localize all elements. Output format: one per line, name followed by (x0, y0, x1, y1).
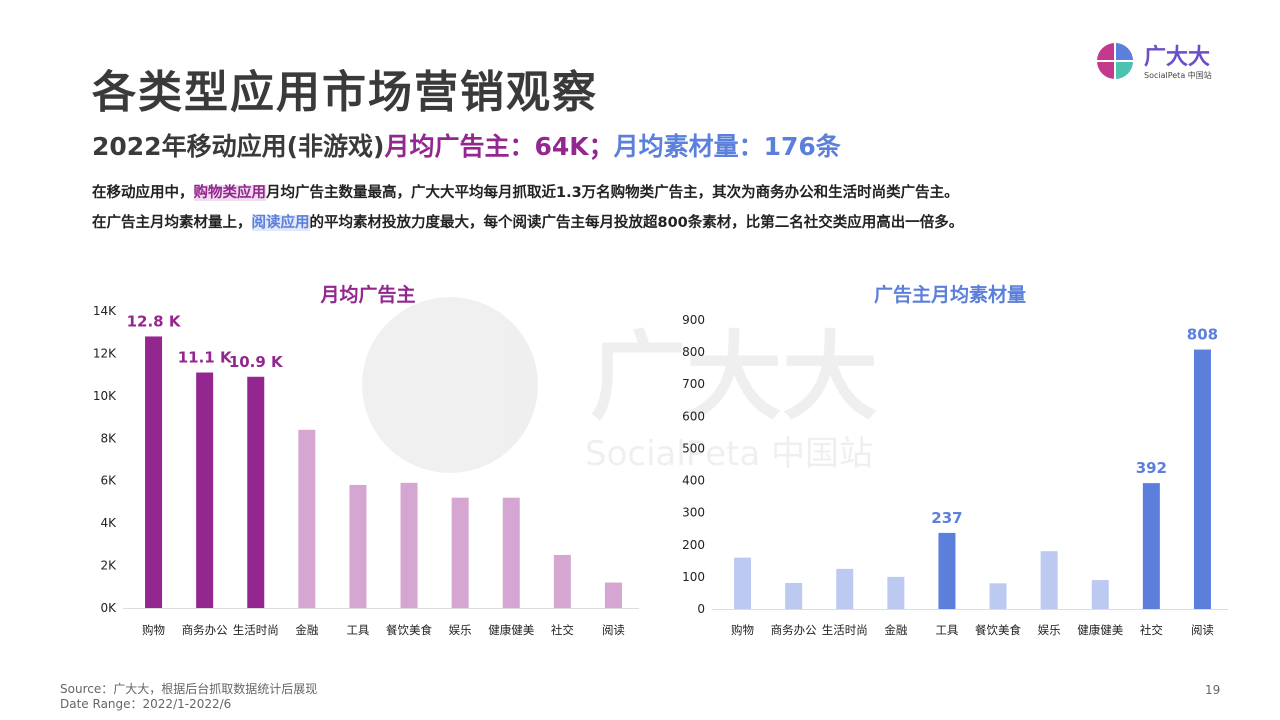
x-tick-label: 工具 (935, 623, 958, 637)
x-tick-label: 工具 (346, 623, 369, 637)
y-tick-label: 500 (682, 441, 705, 455)
logo-name: 广大大 (1144, 44, 1210, 70)
chart-title: 月均广告主 (319, 283, 415, 306)
bar (553, 554, 571, 608)
slide-title: 各类型应用市场营销观察 (92, 67, 598, 118)
y-tick-label: 2K (100, 559, 117, 573)
watermark-name: 广大大 (590, 321, 878, 433)
bar (196, 372, 214, 608)
subtitle-part: 月均广告主：64K； (384, 132, 614, 161)
highlight: 购物类应用 (193, 185, 266, 201)
y-tick-label: 300 (682, 506, 705, 520)
bar (502, 497, 520, 608)
x-tick-label: 餐饮美食 (386, 623, 432, 637)
y-tick-label: 6K (100, 474, 117, 488)
y-tick-label: 900 (682, 313, 705, 327)
x-tick-label: 金融 (295, 623, 318, 637)
y-tick-label: 8K (100, 431, 117, 445)
y-tick-label: 12K (93, 346, 117, 360)
y-tick-label: 600 (682, 409, 705, 423)
bar (145, 336, 163, 608)
subtitle: 2022年移动应用(非游戏)月均广告主：64K；月均素材量：176条 (92, 127, 841, 163)
text: 的平均素材投放力度最大，每个阅读广告主每月投放超800条素材，比第二名社交类应用… (309, 215, 964, 231)
y-tick-label: 200 (682, 538, 705, 552)
bar (1040, 551, 1058, 609)
x-tick-label: 娱乐 (1038, 623, 1061, 637)
highlight: 阅读应用 (251, 215, 310, 231)
logo: 广大大 SocialPeta 中国站 (1097, 43, 1212, 80)
logo-icon (1115, 61, 1133, 79)
bar (400, 482, 418, 608)
y-tick-label: 100 (682, 570, 705, 584)
x-tick-label: 社交 (551, 623, 574, 637)
x-tick-label: 商务办公 (182, 623, 228, 637)
y-tick-label: 700 (682, 377, 705, 391)
y-tick-label: 0 (697, 602, 705, 616)
x-tick-label: 生活时尚 (233, 623, 279, 637)
paragraph: 在移动应用中，购物类应用月均广告主数量最高，广大大平均每月抓取近1.3万名购物类… (92, 181, 959, 202)
text: 月均广告主数量最高，广大大平均每月抓取近1.3万名购物类广告主，其次为商务办公和… (266, 185, 959, 201)
watermark: 广大大 SocialPeta 中国站 (362, 297, 878, 474)
x-tick-label: 金融 (884, 623, 907, 637)
x-tick-label: 购物 (142, 623, 165, 637)
y-tick-label: 800 (682, 345, 705, 359)
x-tick-label: 生活时尚 (822, 623, 868, 637)
paragraph: 在广告主月均素材量上，阅读应用的平均素材投放力度最大，每个阅读广告主每月投放超8… (92, 211, 963, 232)
source: Source：广大大，根据后台抓取数据统计后展现 (60, 682, 318, 696)
text: 在移动应用中， (92, 185, 194, 201)
x-tick-label: 餐饮美食 (975, 623, 1021, 637)
data-label: 10.9 K (229, 353, 284, 371)
page-number: 19 (1205, 683, 1221, 697)
data-label: 12.8 K (127, 312, 182, 330)
logo-icon (1115, 43, 1133, 61)
x-tick-label: 健康健美 (488, 623, 534, 637)
bar (734, 557, 752, 609)
x-tick-label: 商务办公 (771, 623, 817, 637)
data-label: 392 (1136, 459, 1167, 477)
bar (247, 376, 265, 608)
bar (785, 582, 803, 609)
bar (989, 583, 1007, 609)
bar (836, 568, 854, 609)
x-tick-label: 阅读 (602, 623, 625, 637)
chart-title: 广告主月均素材量 (874, 283, 1026, 306)
data-label: 808 (1187, 326, 1218, 344)
text: 在广告主月均素材量上， (92, 215, 252, 231)
footer: Source：广大大，根据后台抓取数据统计后展现 Date Range：2022/… (60, 682, 317, 712)
date-range: Date Range：2022/1-2022/6 (60, 697, 232, 711)
x-tick-label: 娱乐 (449, 623, 472, 637)
bar (887, 576, 905, 609)
bar (298, 429, 316, 608)
subtitle-part: 月均素材量：176条 (613, 132, 841, 161)
bar (604, 582, 622, 608)
y-tick-label: 400 (682, 474, 705, 488)
y-tick-label: 4K (100, 516, 117, 530)
subtitle-part: 2022年移动应用(非游戏) (92, 132, 385, 161)
y-tick-label: 10K (93, 389, 117, 403)
bar (349, 484, 367, 608)
bar (451, 497, 469, 608)
data-label: 11.1 K (178, 349, 233, 367)
x-tick-label: 阅读 (1191, 623, 1214, 637)
bar (938, 532, 956, 609)
y-tick-label: 14K (93, 304, 117, 318)
logo-tagline: SocialPeta 中国站 (1144, 70, 1212, 80)
x-tick-label: 社交 (1140, 623, 1163, 637)
bar (1142, 483, 1160, 609)
watermark-tagline: SocialPeta 中国站 (585, 434, 873, 474)
x-tick-label: 健康健美 (1077, 623, 1123, 637)
x-tick-label: 购物 (731, 623, 754, 637)
y-tick-label: 0K (100, 601, 117, 615)
bar (1091, 580, 1109, 609)
data-label: 237 (931, 509, 962, 527)
bar (1193, 349, 1211, 609)
